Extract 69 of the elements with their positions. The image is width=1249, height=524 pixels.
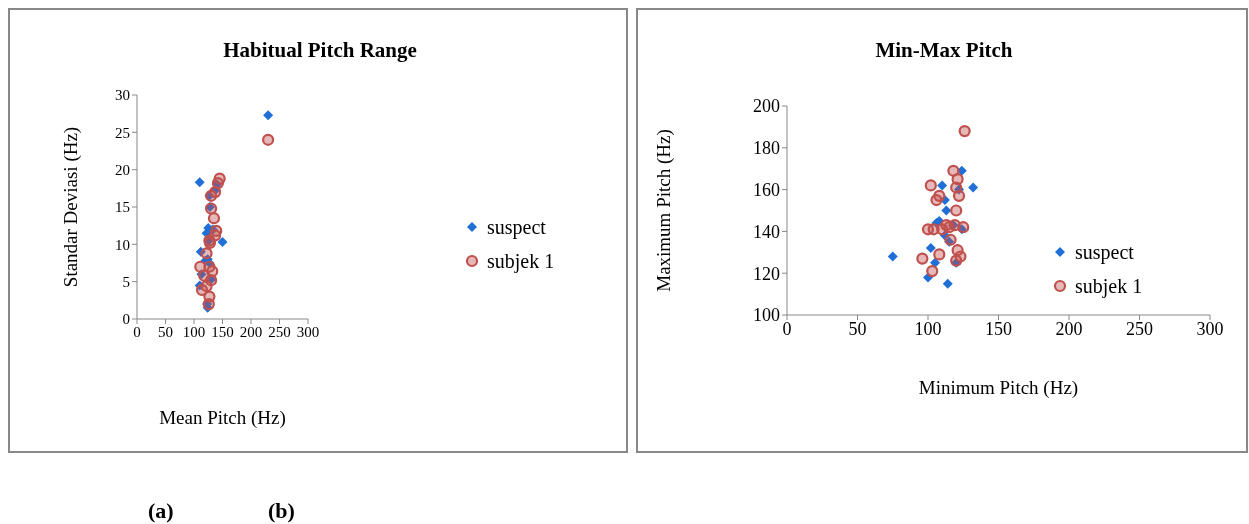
point bbox=[956, 165, 967, 176]
point bbox=[923, 272, 933, 283]
legend-label: suspect bbox=[487, 215, 546, 241]
point bbox=[954, 184, 965, 195]
point bbox=[195, 246, 206, 257]
y-tick-label: 5 bbox=[122, 273, 130, 290]
point bbox=[194, 177, 205, 188]
point bbox=[942, 278, 953, 289]
point bbox=[217, 237, 228, 248]
point bbox=[207, 212, 221, 225]
point bbox=[954, 250, 967, 263]
point bbox=[924, 179, 937, 192]
legend-label: subjek 1 bbox=[1075, 274, 1143, 300]
point bbox=[195, 283, 209, 296]
text: (a) bbox=[148, 498, 174, 524]
x-tick-label: 250 bbox=[268, 323, 291, 340]
chart-title: Min-Max Pitch bbox=[874, 38, 1014, 63]
x-tick-label: 100 bbox=[182, 323, 206, 340]
y-tick-label: 20 bbox=[115, 161, 130, 178]
point bbox=[194, 280, 205, 291]
point bbox=[933, 248, 946, 261]
text: (b) bbox=[268, 498, 295, 524]
y-tick-label: 25 bbox=[115, 124, 130, 141]
x-tick-label: 150 bbox=[985, 318, 1012, 339]
point bbox=[916, 252, 929, 265]
point bbox=[196, 269, 207, 280]
y-axis-title: Standar Deviasi (Hz) bbox=[59, 126, 82, 288]
x-tick-label: 50 bbox=[158, 323, 173, 340]
x-axis-title: Minimum Pitch (Hz) bbox=[918, 377, 1079, 399]
point bbox=[925, 243, 936, 254]
y-tick-label: 140 bbox=[753, 221, 780, 242]
point bbox=[926, 265, 939, 278]
y-tick-label: 200 bbox=[753, 96, 780, 117]
point bbox=[262, 133, 275, 146]
point bbox=[887, 251, 898, 262]
point bbox=[263, 110, 274, 121]
point bbox=[968, 182, 979, 193]
point bbox=[939, 195, 950, 206]
y-axis-title: Maximum Pitch (Hz) bbox=[652, 129, 675, 292]
y-tick-label: 15 bbox=[115, 199, 130, 216]
point bbox=[958, 124, 971, 138]
point bbox=[933, 189, 946, 202]
point bbox=[952, 189, 966, 202]
x-tick-label: 150 bbox=[211, 323, 234, 340]
x-tick-label: 300 bbox=[1196, 318, 1224, 339]
y-tick-label: 180 bbox=[753, 138, 780, 159]
point bbox=[200, 247, 213, 260]
x-tick-label: 300 bbox=[296, 323, 320, 340]
point bbox=[939, 230, 950, 241]
x-tick-label: 200 bbox=[239, 323, 263, 340]
y-tick-label: 120 bbox=[753, 263, 780, 284]
x-tick-label: 0 bbox=[133, 323, 141, 340]
y-tick-label: 10 bbox=[115, 236, 130, 253]
x-tick-label: 200 bbox=[1055, 318, 1083, 339]
legend-label: suspect bbox=[1075, 240, 1134, 266]
point bbox=[941, 205, 952, 216]
legend-label: subjek 1 bbox=[487, 249, 555, 275]
y-tick-label: 100 bbox=[753, 305, 780, 326]
x-axis-title: Mean Pitch (Hz) bbox=[159, 407, 286, 429]
point bbox=[950, 204, 963, 217]
y-tick-label: 160 bbox=[753, 179, 780, 200]
x-tick-label: 100 bbox=[914, 318, 942, 339]
x-tick-label: 50 bbox=[848, 318, 867, 339]
point bbox=[930, 257, 941, 268]
point bbox=[937, 180, 948, 191]
y-tick-label: 30 bbox=[115, 87, 130, 104]
point bbox=[951, 173, 964, 186]
chart-title: Habitual Pitch Range bbox=[222, 38, 418, 63]
x-tick-label: 250 bbox=[1126, 318, 1153, 339]
